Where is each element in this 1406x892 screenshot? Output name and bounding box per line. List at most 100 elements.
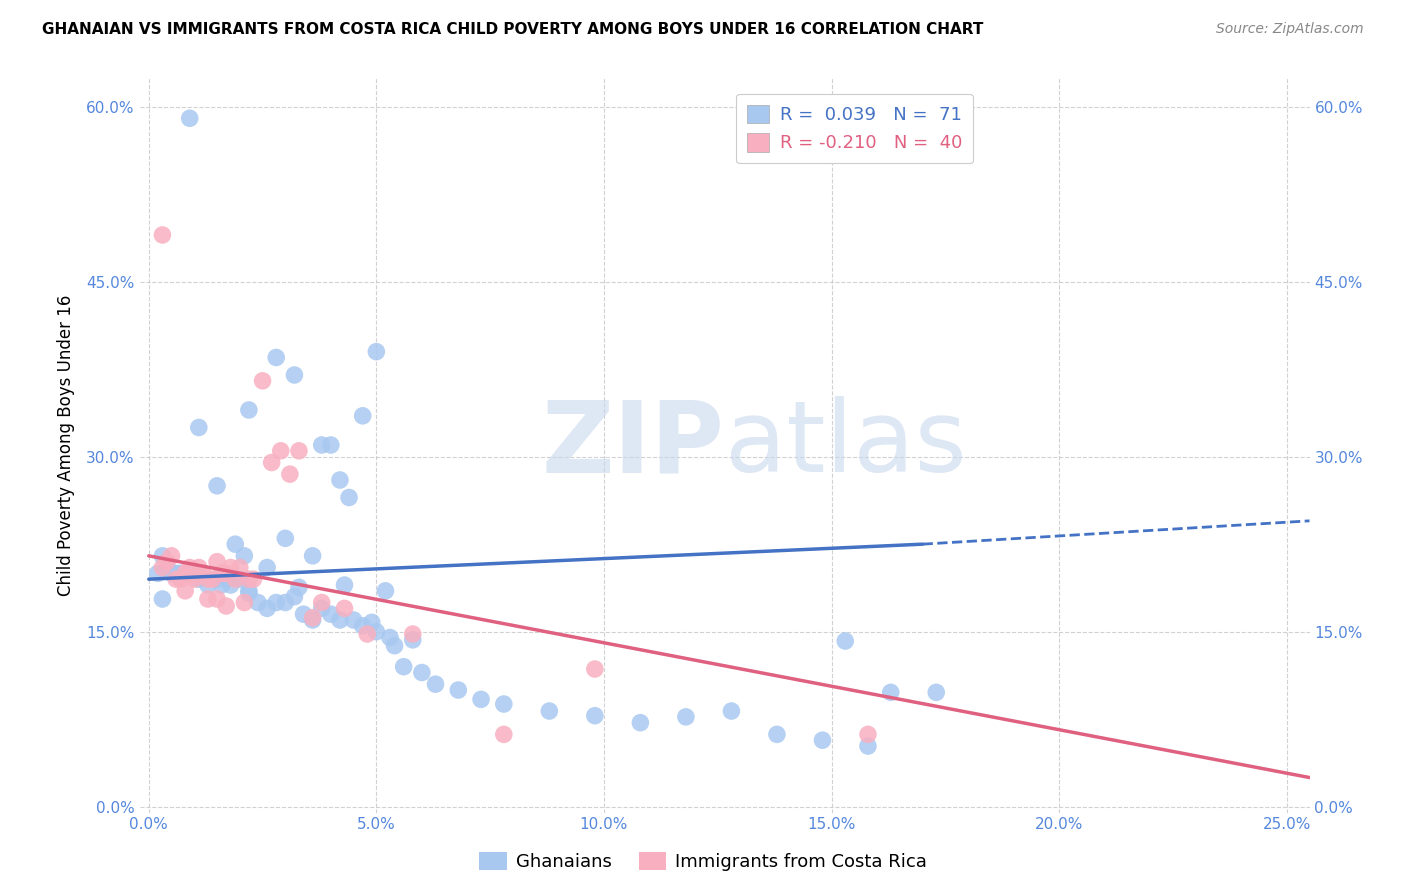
Point: [215, 599, 238, 613]
Legend: Ghanaians, Immigrants from Costa Rica: Ghanaians, Immigrants from Costa Rica: [472, 845, 934, 879]
Point: [187, 572, 209, 586]
Legend: R =  0.039   N =  71, R = -0.210   N =  40: R = 0.039 N = 71, R = -0.210 N = 40: [737, 94, 973, 163]
Point: [675, 710, 697, 724]
Point: [288, 580, 311, 594]
Point: [319, 438, 342, 452]
Point: [329, 613, 352, 627]
Point: [856, 739, 879, 753]
Point: [402, 627, 425, 641]
Text: GHANAIAN VS IMMIGRANTS FROM COSTA RICA CHILD POVERTY AMONG BOYS UNDER 16 CORRELA: GHANAIAN VS IMMIGRANTS FROM COSTA RICA C…: [42, 22, 984, 37]
Point: [197, 592, 219, 607]
Point: [201, 572, 224, 586]
Point: [256, 601, 278, 615]
Point: [274, 532, 297, 546]
Point: [152, 549, 174, 563]
Point: [264, 351, 287, 365]
Point: [288, 443, 311, 458]
Point: [301, 549, 323, 563]
Point: [283, 368, 305, 382]
Point: [156, 555, 179, 569]
Point: [329, 473, 352, 487]
Point: [337, 491, 360, 505]
Point: [187, 560, 209, 574]
Point: [174, 583, 197, 598]
Point: [211, 566, 233, 581]
Point: [628, 715, 651, 730]
Point: [583, 662, 606, 676]
Point: [319, 607, 342, 622]
Point: [292, 607, 315, 622]
Point: [278, 467, 301, 482]
Text: ZIP: ZIP: [541, 396, 724, 493]
Point: [205, 479, 228, 493]
Point: [384, 639, 406, 653]
Point: [274, 595, 297, 609]
Point: [834, 634, 856, 648]
Point: [165, 566, 187, 581]
Point: [215, 566, 238, 581]
Point: [229, 560, 252, 574]
Point: [215, 572, 238, 586]
Point: [366, 624, 388, 639]
Point: [160, 549, 183, 563]
Point: [360, 615, 382, 630]
Point: [152, 227, 174, 242]
Point: [205, 592, 228, 607]
Point: [447, 683, 470, 698]
Point: [333, 601, 356, 615]
Point: [311, 601, 333, 615]
Point: [583, 708, 606, 723]
Text: Source: ZipAtlas.com: Source: ZipAtlas.com: [1216, 22, 1364, 37]
Point: [252, 374, 274, 388]
Point: [169, 566, 191, 581]
Point: [925, 685, 948, 699]
Point: [233, 595, 256, 609]
Point: [219, 578, 242, 592]
Point: [242, 572, 264, 586]
Point: [311, 438, 333, 452]
Point: [183, 572, 205, 586]
Point: [301, 613, 323, 627]
Point: [238, 572, 260, 586]
Point: [352, 409, 374, 423]
Point: [152, 560, 174, 574]
Point: [174, 566, 197, 581]
Point: [880, 685, 903, 699]
Point: [470, 692, 492, 706]
Point: [238, 583, 260, 598]
Point: [224, 537, 246, 551]
Point: [264, 595, 287, 609]
Point: [197, 578, 219, 592]
Point: [238, 586, 260, 600]
Point: [402, 632, 425, 647]
Point: [205, 555, 228, 569]
Point: [260, 455, 283, 469]
Point: [392, 659, 415, 673]
Point: [183, 568, 205, 582]
Point: [187, 420, 209, 434]
Point: [179, 566, 201, 581]
Point: [229, 572, 252, 586]
Point: [366, 344, 388, 359]
Text: atlas: atlas: [724, 396, 966, 493]
Point: [356, 627, 378, 641]
Point: [146, 566, 169, 581]
Point: [538, 704, 561, 718]
Point: [156, 560, 179, 574]
Point: [333, 578, 356, 592]
Point: [256, 560, 278, 574]
Point: [766, 727, 789, 741]
Point: [811, 733, 834, 747]
Point: [165, 572, 187, 586]
Point: [352, 619, 374, 633]
Point: [411, 665, 433, 680]
Point: [197, 572, 219, 586]
Point: [374, 583, 396, 598]
Point: [169, 572, 191, 586]
Point: [152, 592, 174, 607]
Point: [311, 595, 333, 609]
Point: [856, 727, 879, 741]
Point: [283, 590, 305, 604]
Point: [179, 560, 201, 574]
Point: [247, 595, 270, 609]
